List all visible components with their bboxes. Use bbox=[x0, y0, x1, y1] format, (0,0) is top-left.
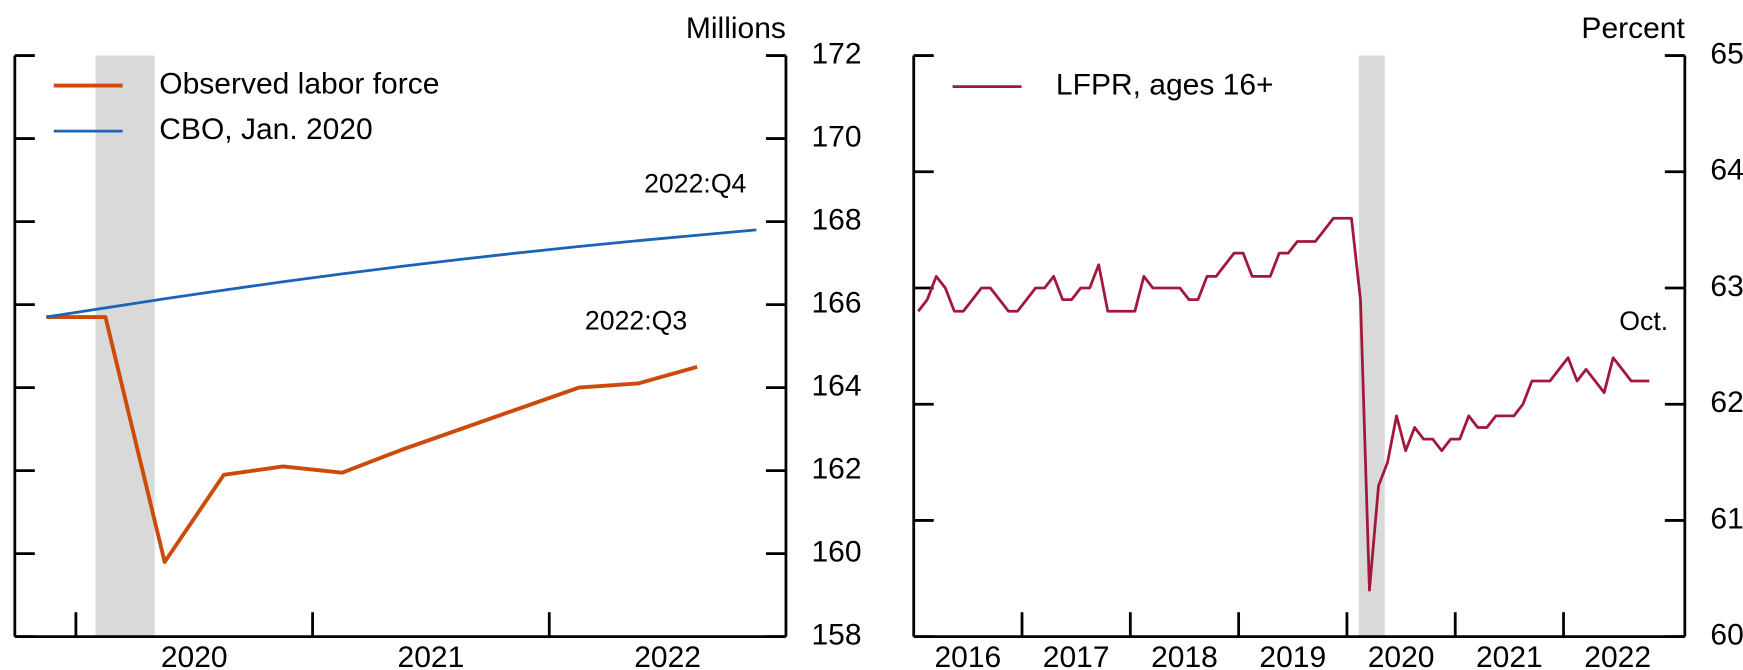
legend-label: CBO, Jan. 2020 bbox=[159, 113, 372, 146]
data-line bbox=[917, 216, 1650, 592]
y-tick-label: 172 bbox=[812, 37, 862, 70]
y-tick-label: 64 bbox=[1710, 154, 1743, 187]
legend-label: Observed labor force bbox=[159, 67, 439, 100]
y-tick-label: 65 bbox=[1710, 37, 1743, 70]
x-tick-label: 2020 bbox=[161, 641, 228, 670]
y-tick-label: 158 bbox=[812, 619, 862, 652]
x-tick-label: 2021 bbox=[1476, 641, 1543, 670]
data-line bbox=[46, 315, 698, 564]
annotation: Oct. bbox=[1619, 306, 1668, 336]
x-tick-label: 2022 bbox=[1584, 641, 1651, 670]
y-tick-label: 168 bbox=[812, 204, 862, 237]
y-tick-label: 162 bbox=[812, 453, 862, 486]
annotation: 2022:Q3 bbox=[585, 305, 687, 335]
y-tick-label: 62 bbox=[1710, 386, 1743, 419]
x-tick-label: 2018 bbox=[1151, 641, 1218, 670]
x-tick-label: 2020 bbox=[1368, 641, 1435, 670]
unit-label: Percent bbox=[1581, 12, 1685, 45]
legend-label: LFPR, ages 16+ bbox=[1056, 69, 1274, 102]
x-tick-label: 2017 bbox=[1043, 641, 1110, 670]
annotation: 2022:Q4 bbox=[644, 168, 746, 198]
x-tick-label: 2019 bbox=[1259, 641, 1326, 670]
y-tick-label: 61 bbox=[1710, 502, 1743, 535]
y-tick-label: 170 bbox=[812, 120, 862, 153]
y-tick-label: 164 bbox=[812, 370, 862, 403]
x-tick-label: 2021 bbox=[398, 641, 465, 670]
recession-shade bbox=[95, 55, 155, 637]
y-tick-label: 160 bbox=[812, 536, 862, 569]
y-tick-label: 166 bbox=[812, 287, 862, 320]
data-line bbox=[46, 228, 757, 319]
y-tick-label: 63 bbox=[1710, 270, 1743, 303]
x-tick-label: 2022 bbox=[634, 641, 701, 670]
unit-label: Millions bbox=[686, 12, 786, 45]
y-tick-label: 60 bbox=[1710, 619, 1743, 652]
x-tick-label: 2016 bbox=[934, 641, 1001, 670]
